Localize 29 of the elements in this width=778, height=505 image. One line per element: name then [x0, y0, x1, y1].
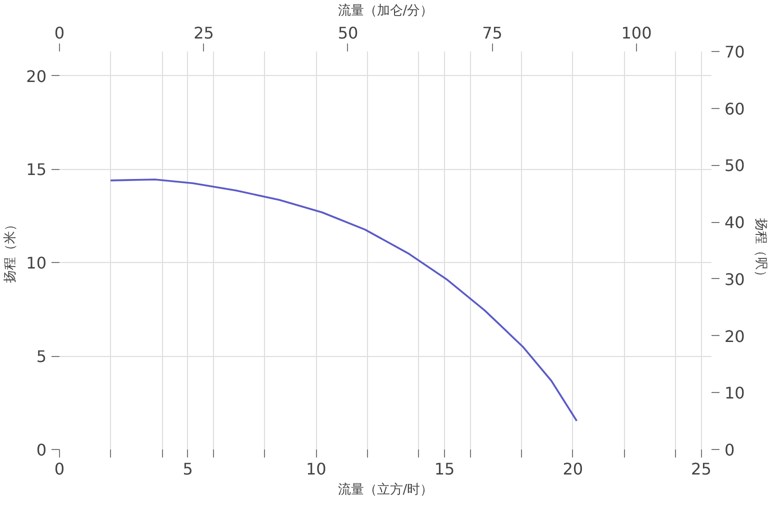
y2-axis-title: 扬程（呎）: [752, 218, 768, 283]
x-tick-label: 15: [434, 460, 455, 478]
y2-tick-label: 40: [724, 213, 745, 232]
x2-axis-title: 流量（加仑/分）: [338, 2, 434, 18]
y2-tick-label: 30: [724, 270, 745, 289]
x2-tick-label: 100: [621, 24, 652, 42]
y2-tick-label: 70: [724, 42, 745, 62]
x-tick-label: 0: [54, 460, 65, 478]
y2-tick-label: 20: [724, 326, 745, 346]
y2-tick-label: 0: [724, 440, 735, 460]
y2-tick-label: 50: [724, 156, 745, 176]
y2-tick-label: 60: [724, 99, 745, 118]
y-tick-label: 0: [36, 440, 47, 460]
x2-tick-label: 0: [54, 24, 65, 42]
line-series: [110, 178, 578, 422]
x-tick-label: 25: [691, 460, 712, 478]
y2-tick-label: 10: [724, 384, 745, 403]
y-tick-label: 10: [26, 254, 46, 273]
x-tick-label: 20: [562, 460, 584, 478]
x2-tick-label: 25: [194, 24, 214, 42]
x-axis-title: 流量（立方/时）: [338, 482, 434, 498]
y-axis-title: 扬程（米）: [3, 218, 18, 283]
x-tick-label: 5: [182, 460, 193, 478]
x-tick-label: 10: [306, 460, 326, 478]
x2-tick-label: 50: [338, 24, 358, 42]
x2-tick-label: 75: [482, 24, 502, 42]
y-tick-label: 5: [36, 347, 47, 366]
y-tick-label: 20: [26, 66, 46, 86]
y-tick-label: 15: [26, 160, 46, 180]
